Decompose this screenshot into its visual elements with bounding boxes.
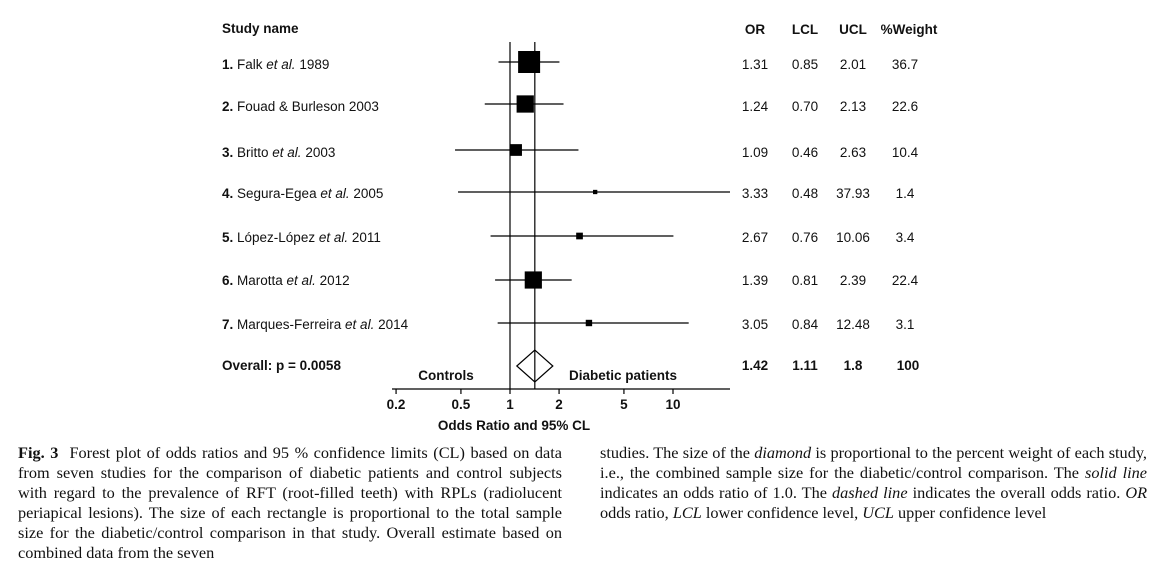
- or-value: 3.33: [742, 186, 768, 201]
- x-tick-label: 10: [665, 397, 680, 412]
- x-tick-label: 0.5: [452, 397, 471, 412]
- lcl-value: 0.48: [792, 186, 818, 201]
- point-estimate-marker: [516, 95, 534, 113]
- caption-italic-term: diamond: [754, 443, 812, 462]
- study-label: 3. Britto et al. 2003: [222, 145, 335, 160]
- study-name-header: Study name: [222, 21, 299, 36]
- x-tick-label: 0.2: [387, 397, 406, 412]
- caption-italic-term: solid line: [1084, 462, 1148, 482]
- point-estimate-marker: [593, 189, 598, 195]
- or-value: 2.67: [742, 230, 768, 245]
- lcl-value: 0.46: [792, 145, 818, 160]
- caption-text-segment: studies. The size of the: [600, 443, 755, 462]
- weight-value: 1.4: [896, 186, 915, 201]
- or-value: 1.24: [742, 99, 769, 114]
- or-value: 1.09: [742, 145, 768, 160]
- or-header: OR: [745, 22, 766, 37]
- study-label: 5. López-López et al. 2011: [222, 230, 381, 245]
- lcl-value: 0.76: [792, 230, 818, 245]
- overall-lcl-value: 1.11: [792, 358, 818, 373]
- point-estimate-marker: [510, 144, 522, 156]
- overall-weight-value: 100: [897, 358, 920, 373]
- caption-italic-term: dashed line: [831, 482, 908, 502]
- overall-label: Overall: p = 0.0058: [222, 358, 341, 373]
- caption-text-segment: odds ratio,: [600, 502, 673, 522]
- lcl-value: 0.81: [792, 273, 818, 288]
- study-label: 1. Falk et al. 1989: [222, 57, 329, 72]
- caption-text-segment: is proportional to the percent weight of…: [600, 443, 1147, 482]
- point-estimate-marker: [576, 232, 583, 240]
- diabetic-patients-label: Diabetic patients: [569, 368, 677, 383]
- ucl-value: 2.01: [840, 57, 866, 72]
- study-label: 2. Fouad & Burleson 2003: [222, 99, 379, 114]
- point-estimate-marker: [585, 319, 593, 327]
- caption-text-segment: indicates the overall odds ratio.: [907, 482, 1126, 502]
- x-tick-label: 2: [555, 397, 563, 412]
- forest-plot: Study name OR LCL UCL %Weight 1. Falk et…: [222, 21, 938, 433]
- weight-header: %Weight: [881, 22, 938, 37]
- ucl-value: 37.93: [836, 186, 870, 201]
- ucl-value: 12.48: [836, 317, 870, 332]
- lcl-header: LCL: [792, 22, 818, 37]
- caption-left-column: Fig. 3 Forest plot of odds ratios and 95…: [18, 443, 562, 562]
- study-rows: 1. Falk et al. 1989 1.31 0.85 2.01 36.7 2. Fo…: [222, 51, 920, 383]
- weight-value: 3.4: [896, 230, 915, 245]
- lcl-value: 0.85: [792, 57, 818, 72]
- weight-value: 22.6: [892, 99, 918, 114]
- study-label: 6. Marotta et al. 2012: [222, 273, 350, 288]
- or-value: 1.31: [742, 57, 768, 72]
- weight-value: 10.4: [892, 145, 919, 160]
- study-label: 7. Marques-Ferreira et al. 2014: [222, 317, 409, 332]
- ucl-header: UCL: [839, 22, 867, 37]
- ucl-value: 10.06: [836, 230, 870, 245]
- caption-text-segment: indicates an odds ratio of 1.0. The: [600, 482, 832, 502]
- overall-ucl-value: 1.8: [844, 358, 863, 373]
- study-label: 4. Segura-Egea et al. 2005: [222, 186, 383, 201]
- weight-value: 3.1: [896, 317, 915, 332]
- ucl-value: 2.39: [840, 273, 866, 288]
- controls-label: Controls: [418, 368, 474, 383]
- caption-right-column: studies. The size of the diamond is prop…: [600, 443, 1147, 523]
- lcl-value: 0.84: [792, 317, 819, 332]
- overall-or-value: 1.42: [742, 358, 768, 373]
- ucl-value: 2.13: [840, 99, 866, 114]
- x-tick-label: 5: [620, 397, 628, 412]
- caption-left-text: Forest plot of odds ratios and 95 % conf…: [18, 443, 563, 562]
- x-axis: 0.2 0.5 1 2 5 10: [387, 42, 730, 412]
- caption-italic-term: OR: [1125, 482, 1148, 502]
- point-estimate-marker: [524, 271, 542, 289]
- caption-text-segment: lower confidence level,: [701, 502, 863, 522]
- caption-italic-term: LCL: [672, 502, 702, 522]
- caption-text-segment: upper confidence level: [893, 502, 1047, 522]
- weight-value: 36.7: [892, 57, 918, 72]
- x-tick-label: 1: [506, 397, 514, 412]
- x-axis-title: Odds Ratio and 95% CL: [438, 418, 590, 433]
- point-estimate-marker: [518, 51, 541, 73]
- weight-value: 22.4: [892, 273, 919, 288]
- ucl-value: 2.63: [840, 145, 866, 160]
- or-value: 3.05: [742, 317, 768, 332]
- figure-label: Fig. 3: [18, 443, 59, 462]
- caption-italic-term: UCL: [862, 502, 894, 522]
- or-value: 1.39: [742, 273, 768, 288]
- lcl-value: 0.70: [792, 99, 818, 114]
